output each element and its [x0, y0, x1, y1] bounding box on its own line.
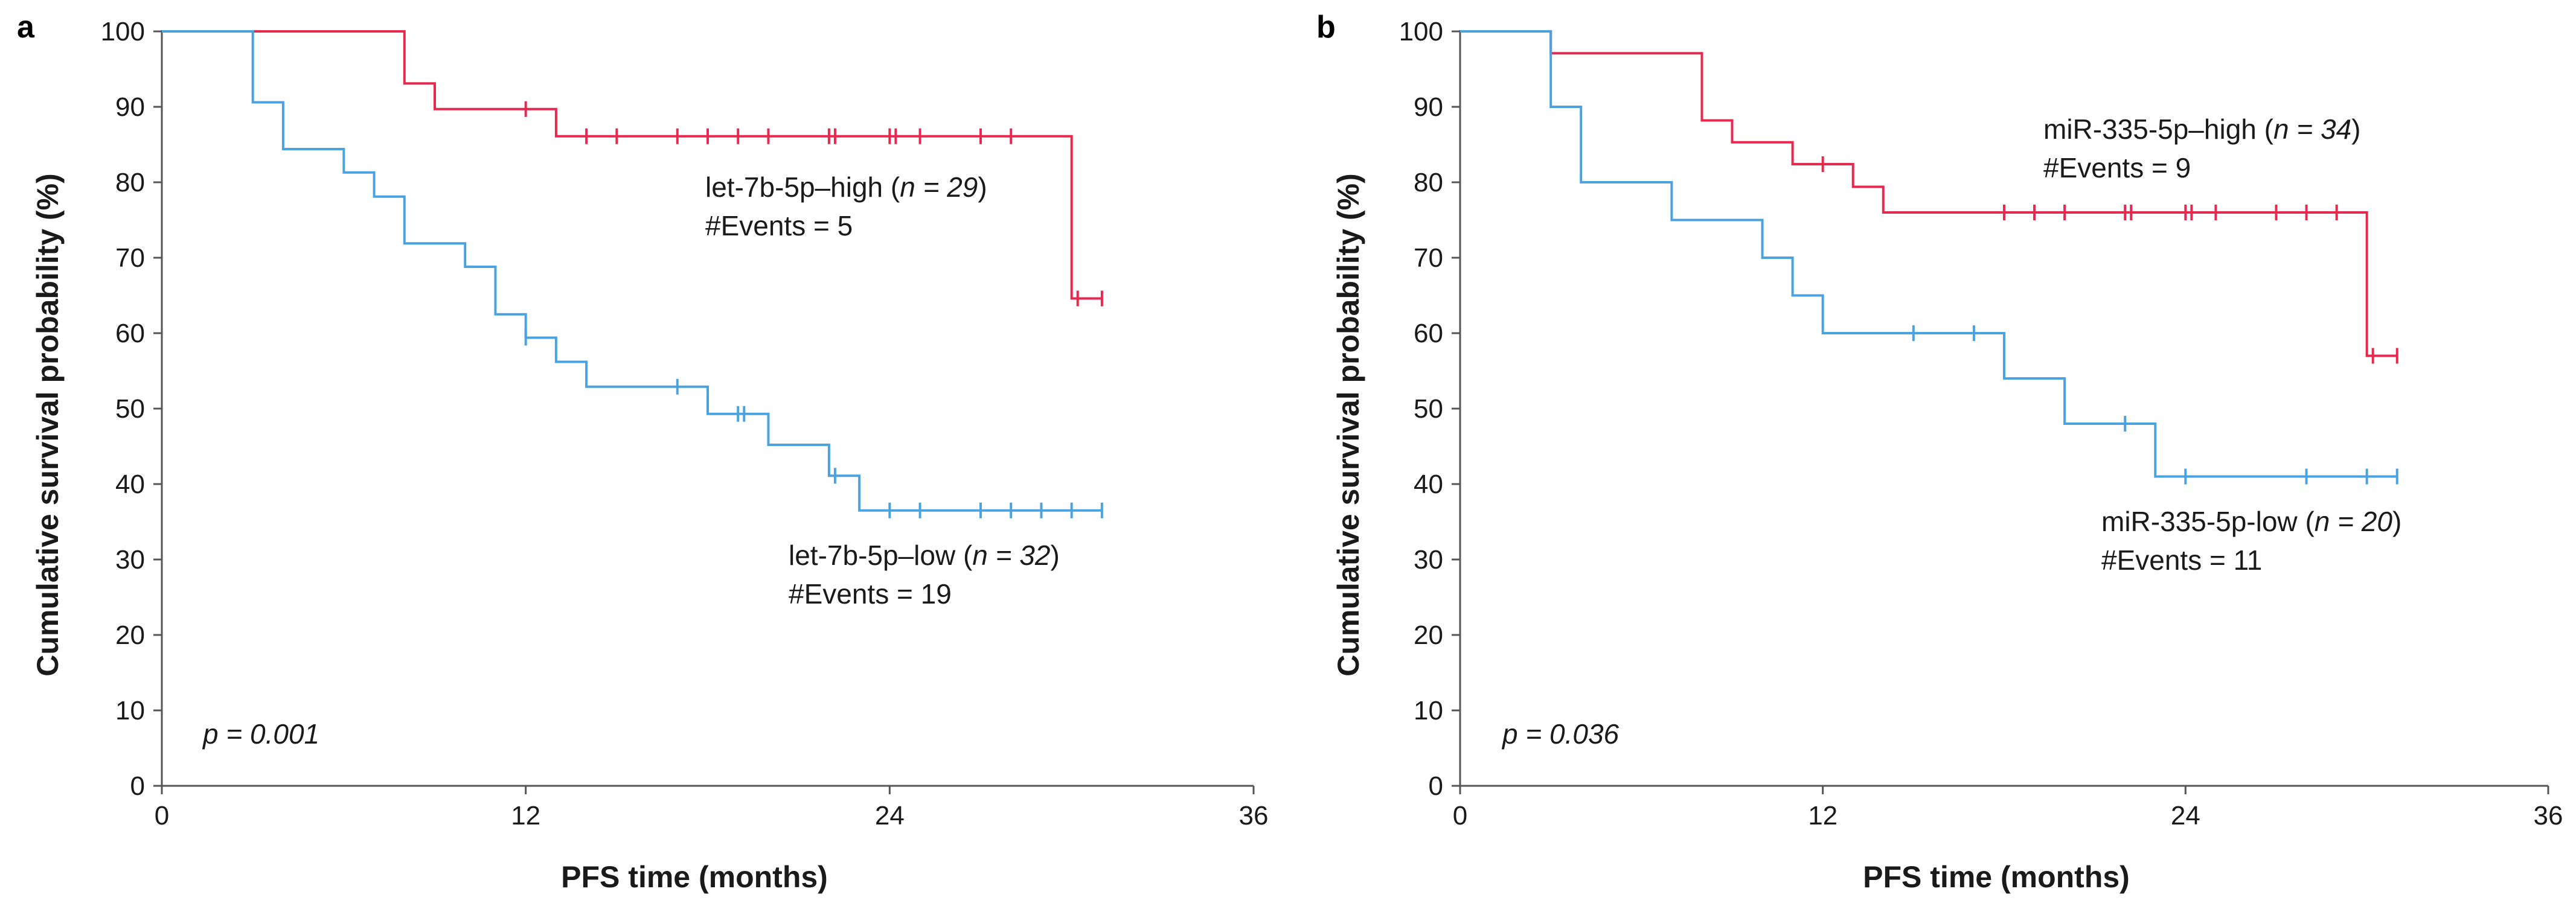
- panel-b-y-ticks: 0 10 20 30 40 50 60 70 80 90 100: [1399, 17, 1460, 801]
- panel-b-low-n: n = 20: [2315, 506, 2393, 537]
- y-tick-label: 90: [1414, 92, 1443, 122]
- x-tick-label: 12: [511, 801, 540, 831]
- x-tick-label: 12: [1808, 801, 1837, 831]
- y-tick-label: 10: [115, 696, 145, 725]
- panel-b-high-annotation: miR-335-5p–high (n = 34): [2043, 113, 2361, 145]
- panel-a-low-annotation: let-7b-5p–low (n = 32): [789, 540, 1060, 571]
- y-tick-label: 30: [1414, 545, 1443, 575]
- y-tick-label: 0: [130, 771, 145, 801]
- panel-a-p-value: p = 0.001: [202, 718, 319, 750]
- panel-a-high-annotation: let-7b-5p–high (n = 29): [705, 171, 987, 203]
- y-tick-label: 0: [1429, 771, 1443, 801]
- survival-curve-low: [162, 30, 1102, 512]
- panel-a-high-label: let-7b-5p–high: [705, 171, 883, 203]
- panel-a-high-events: #Events = 5: [705, 210, 853, 241]
- panel-b-x-axis-title: PFS time (months): [1863, 860, 2130, 894]
- y-tick-label: 80: [1414, 168, 1443, 197]
- panel-a: a Cumulative survival probability (%) PF…: [17, 10, 1268, 894]
- survival-curve-high: [162, 30, 1102, 300]
- panel-b-p-value: p = 0.036: [1501, 718, 1620, 750]
- x-tick-label: 0: [155, 801, 169, 831]
- y-tick-label: 10: [1414, 696, 1443, 725]
- x-tick-label: 24: [2171, 801, 2200, 831]
- y-tick-label: 60: [1414, 319, 1443, 348]
- y-tick-label: 20: [1414, 620, 1443, 650]
- y-tick-label: 70: [1414, 243, 1443, 273]
- panel-a-y-ticks: 0 10 20 30 40 50 60 70 80 90 100: [101, 17, 162, 801]
- panel-a-y-axis-title: Cumulative survival probability (%): [31, 173, 65, 677]
- panel-b-x-ticks: 0 12 24 36: [1453, 786, 2563, 831]
- x-tick-label: 24: [875, 801, 905, 831]
- panel-b-high-n: n = 34: [2273, 113, 2351, 145]
- y-tick-label: 100: [101, 17, 145, 46]
- y-tick-label: 90: [115, 92, 145, 122]
- survival-curve-low: [1460, 30, 2397, 478]
- panel-b-low-events: #Events = 11: [2101, 544, 2262, 576]
- panel-a-curves: [162, 30, 1103, 518]
- panel-a-x-axis-title: PFS time (months): [561, 860, 828, 894]
- panel-a-letter: a: [17, 10, 35, 45]
- y-tick-label: 80: [115, 168, 145, 197]
- y-tick-label: 50: [1414, 394, 1443, 424]
- panel-b-high-label: miR-335-5p–high: [2043, 113, 2257, 145]
- x-tick-label: 36: [2534, 801, 2563, 831]
- y-tick-label: 100: [1399, 17, 1443, 46]
- panel-b-curves: [1460, 30, 2398, 485]
- panel-a-low-n: n = 32: [972, 540, 1050, 571]
- panel-b-low-label: miR-335-5p-low: [2101, 506, 2298, 537]
- panel-a-x-ticks: 0 12 24 36: [155, 786, 1269, 831]
- panel-b-high-events: #Events = 9: [2043, 152, 2191, 183]
- y-tick-label: 40: [115, 470, 145, 499]
- panel-b-y-axis-title: Cumulative survival probability (%): [1331, 173, 1365, 677]
- survival-curve-high: [1460, 30, 2397, 357]
- x-tick-label: 36: [1239, 801, 1269, 831]
- y-tick-label: 20: [115, 620, 145, 650]
- y-tick-label: 50: [115, 394, 145, 424]
- y-tick-label: 40: [1414, 470, 1443, 499]
- panel-b-low-annotation: miR-335-5p-low (n = 20): [2101, 506, 2401, 537]
- panel-b-letter: b: [1316, 10, 1336, 45]
- x-tick-label: 0: [1453, 801, 1467, 831]
- panel-b: b Cumulative survival probability (%) PF…: [1316, 10, 2563, 894]
- panel-a-low-label: let-7b-5p–low: [789, 540, 956, 571]
- y-tick-label: 30: [115, 545, 145, 575]
- panel-a-low-events: #Events = 19: [789, 578, 952, 610]
- y-tick-label: 70: [115, 243, 145, 273]
- panel-a-high-n: n = 29: [900, 171, 978, 203]
- y-tick-label: 60: [115, 319, 145, 348]
